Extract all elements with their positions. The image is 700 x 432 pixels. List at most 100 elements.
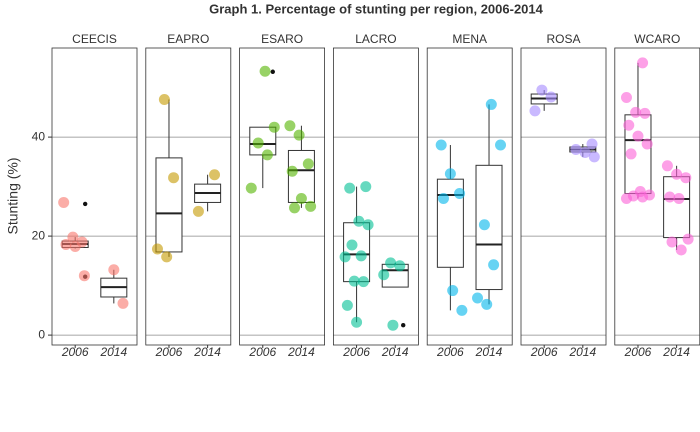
point [586, 138, 598, 150]
point [378, 269, 390, 281]
outlier [82, 201, 88, 207]
x-tick-label: 2006 [155, 345, 183, 359]
point [632, 130, 644, 142]
outlier [270, 69, 275, 74]
point [58, 196, 70, 208]
x-tick-label: 2006 [624, 345, 652, 359]
point [485, 98, 497, 110]
point [481, 298, 493, 310]
x-tick-label: 2006 [530, 345, 558, 359]
point [344, 182, 356, 194]
point [682, 233, 694, 245]
point [192, 205, 204, 217]
point [488, 259, 500, 271]
point [348, 275, 360, 287]
point [394, 260, 406, 272]
panel-border [239, 47, 326, 346]
point [168, 172, 180, 184]
y-tick-label: 0 [38, 327, 45, 341]
point [454, 188, 466, 200]
y-tick-label: 20 [32, 228, 46, 242]
x-tick-label: 2006 [61, 345, 89, 359]
point [360, 181, 372, 193]
point [435, 139, 447, 151]
y-axis-label: Stunting (%) [5, 157, 21, 234]
point [630, 106, 642, 118]
point [346, 239, 358, 251]
point [284, 120, 296, 132]
point [680, 172, 692, 184]
point [151, 243, 163, 255]
point [305, 200, 317, 212]
point [302, 158, 314, 170]
point [666, 236, 678, 248]
point [209, 169, 221, 181]
point [641, 138, 653, 150]
point [117, 297, 129, 309]
facet-title: WCARO [634, 32, 680, 46]
point [671, 168, 683, 180]
point [341, 299, 353, 311]
point [637, 57, 649, 69]
point [385, 257, 397, 269]
box [663, 176, 691, 239]
point [353, 215, 365, 227]
point [637, 191, 649, 203]
panel-border [332, 47, 419, 346]
point [387, 319, 399, 331]
x-tick-label: 2014 [287, 345, 315, 359]
point [69, 240, 81, 252]
panel-border [51, 47, 138, 346]
point [289, 202, 301, 214]
point [158, 93, 170, 105]
point [529, 105, 541, 117]
point [78, 270, 90, 282]
point [579, 146, 591, 158]
box [155, 157, 183, 253]
facet-title: LACRO [355, 32, 396, 46]
point [625, 148, 637, 160]
point [664, 191, 676, 203]
facet-title: CEECIS [72, 32, 117, 46]
x-tick-label: 2006 [248, 345, 276, 359]
point [293, 129, 305, 141]
y-tick-label: 40 [32, 129, 46, 143]
point [245, 182, 257, 194]
point [108, 264, 120, 276]
facet-title: MENA [452, 32, 487, 46]
point [545, 91, 557, 103]
point [639, 107, 651, 119]
point [357, 276, 369, 288]
point [661, 160, 673, 172]
point [623, 119, 635, 131]
point [472, 292, 484, 304]
point [675, 244, 687, 256]
point [252, 137, 264, 149]
x-tick-label: 2014 [568, 345, 596, 359]
point [620, 92, 632, 103]
x-tick-label: 2014 [381, 345, 409, 359]
point [536, 84, 548, 96]
point [67, 231, 79, 243]
x-tick-label: 2006 [342, 345, 370, 359]
panel-border [520, 47, 607, 346]
x-tick-label: 2006 [436, 345, 464, 359]
point [447, 285, 459, 297]
point [259, 65, 271, 77]
facet-title: ROSA [546, 32, 580, 46]
point [362, 219, 374, 231]
x-tick-label: 2014 [99, 345, 127, 359]
point [444, 168, 456, 180]
point [456, 304, 468, 316]
point [268, 121, 280, 133]
point [355, 250, 367, 262]
point [339, 251, 351, 263]
facet-title: ESARO [261, 32, 303, 46]
point [588, 151, 600, 163]
point [295, 192, 307, 204]
x-tick-label: 2014 [193, 345, 221, 359]
point [570, 143, 582, 155]
point [620, 192, 632, 204]
point [437, 192, 449, 204]
